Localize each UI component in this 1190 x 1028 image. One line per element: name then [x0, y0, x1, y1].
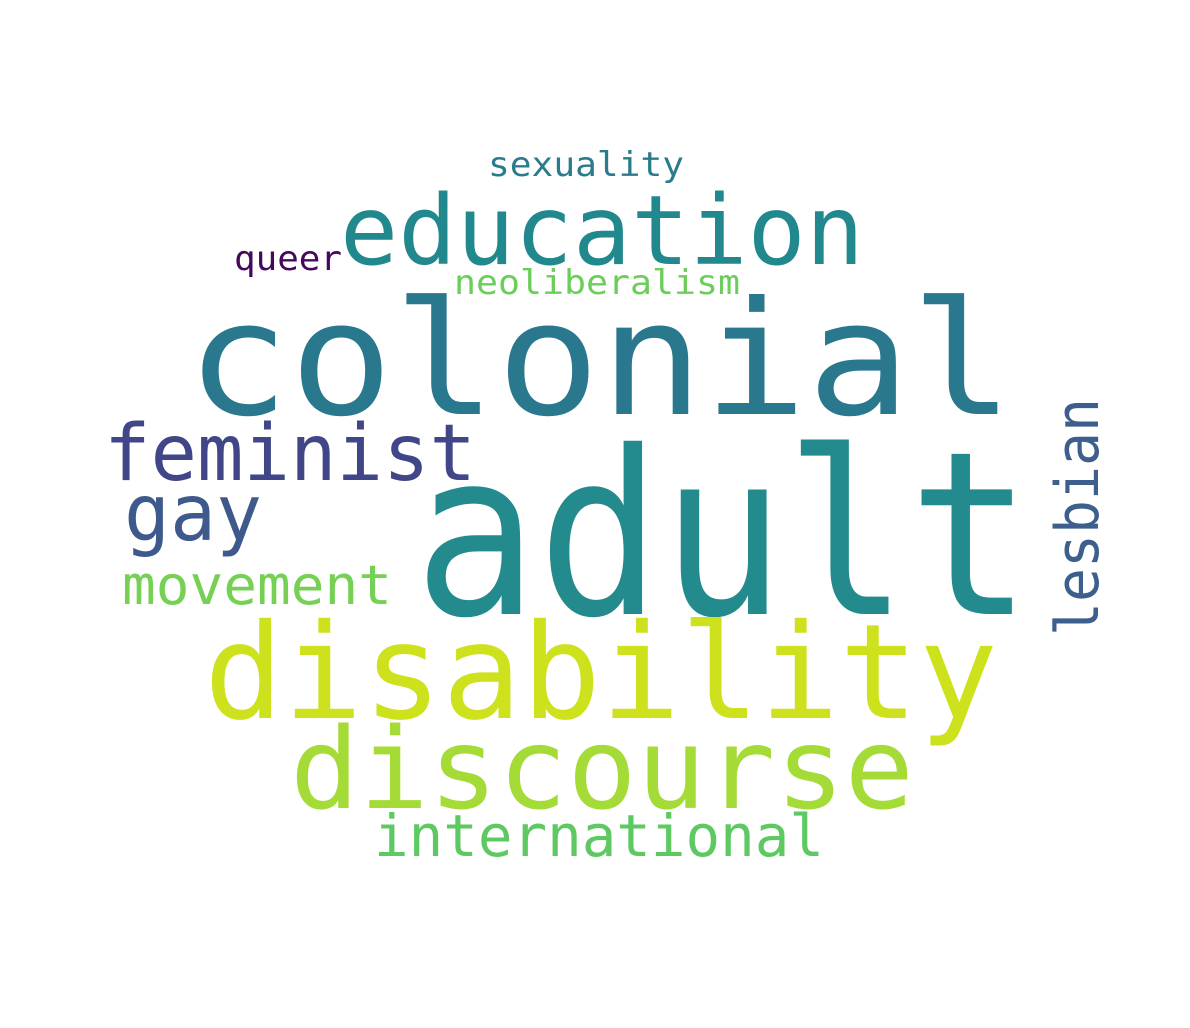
word-education: education — [340, 175, 864, 287]
word-lesbian: lesbian — [1043, 398, 1113, 636]
word-disability: disability — [204, 596, 998, 750]
word-discourse: discourse — [290, 705, 914, 835]
word-adult: adult — [414, 402, 1032, 668]
word-sexuality: sexuality — [488, 145, 684, 185]
word-international: international — [374, 802, 824, 870]
word-neoliberalism: neoliberalism — [454, 263, 740, 303]
word-gay: gay — [124, 469, 262, 559]
word-queer: queer — [234, 239, 342, 279]
word-feminist: feminist — [104, 409, 476, 499]
word-colonial: colonial — [186, 268, 1014, 452]
word-movement: movement — [122, 554, 392, 617]
